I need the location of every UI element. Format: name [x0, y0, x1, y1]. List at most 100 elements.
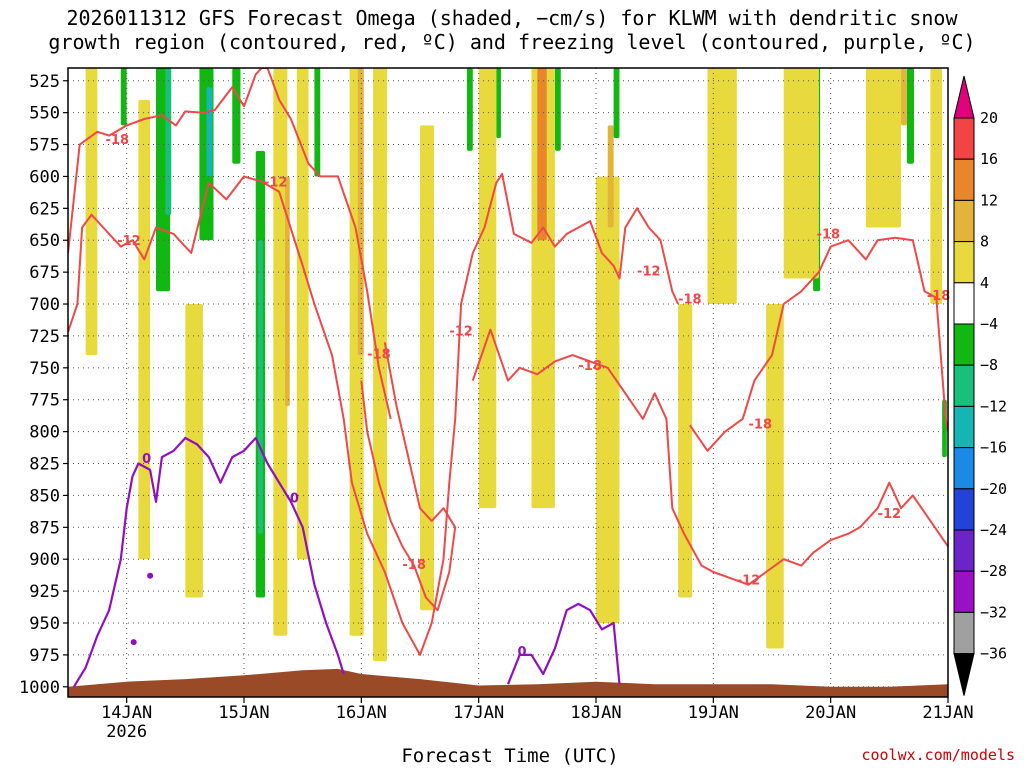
x-tick-label-19JAN: 19JAN [688, 703, 739, 723]
purple-contours [72, 436, 621, 688]
colorbar-swatch [953, 611, 975, 655]
dgz-mid-contour [68, 172, 680, 656]
red-contour-label: -18 [678, 293, 702, 308]
colorbar-label: −4 [980, 315, 998, 333]
contour-labels: -18 -12 -12 -18 -12 -18 -12 -18 -18 -18 -18 -12 -18 -… [106, 133, 951, 660]
yellow-band-5 [296, 68, 309, 560]
yellow-band-12 [678, 304, 693, 598]
colorbar-label: 12 [980, 191, 998, 209]
yellow-band-3 [185, 304, 203, 598]
colorbar-swatch [953, 241, 975, 284]
omega-shading [85, 68, 947, 662]
green-band-12 [906, 68, 914, 164]
y-tick-label-875: 875 [29, 518, 60, 538]
y-tick-label-775: 775 [29, 391, 60, 411]
teal-band-3 [258, 240, 263, 534]
terrain-fill [68, 668, 948, 697]
colorbar-label: −16 [980, 439, 1007, 457]
red-contour-label: -12 [878, 507, 902, 522]
y-tick-label-925: 925 [29, 582, 60, 602]
red-contour-label: -18 [367, 348, 391, 363]
orange-band-5 [901, 68, 907, 126]
x-tick-label-20JAN: 20JAN [805, 703, 856, 723]
y-tick-label-700: 700 [29, 295, 60, 315]
credit-text: coolwx.com/models [861, 746, 1015, 764]
x-tick-label-18JAN: 18JAN [570, 703, 621, 723]
red-contours [68, 68, 948, 656]
colorbar-label: 4 [980, 274, 989, 292]
x-tick-label-15JAN: 15JAN [218, 703, 269, 723]
green-band-1 [120, 68, 127, 126]
dgz-lower-loop-contour [360, 342, 457, 612]
orange-band-2 [357, 68, 364, 356]
colorbar-swatch [953, 158, 975, 201]
x-axis-title: Forecast Time (UTC) [401, 745, 619, 767]
x-tick-label-16JAN: 16JAN [336, 703, 387, 723]
orange-band-4 [607, 125, 614, 228]
dgz-right-contour [471, 328, 948, 586]
red-contour-label: -18 [578, 359, 602, 374]
y-tick-label-550: 550 [29, 104, 60, 124]
dgz-far-right-contour [689, 236, 948, 452]
colorbar: 20 16 12 8 4 −4 −8 −12 −16 −20 −24 −28 −32 −36 [953, 75, 1007, 696]
y-tick-label-825: 825 [29, 455, 60, 475]
y-tick-label-675: 675 [29, 263, 60, 283]
colorbar-label: 8 [980, 233, 989, 251]
yellow-band-9 [478, 68, 497, 509]
yellow-band-2 [138, 99, 151, 560]
y-tick-label-725: 725 [29, 327, 60, 347]
colorbar-top-triangle [953, 75, 975, 119]
chart-title-line-1: 2026011312 GFS Forecast Omega (shaded, −… [66, 6, 958, 30]
red-contour-label: -18 [749, 418, 773, 433]
y-tick-label-650: 650 [29, 231, 60, 251]
red-contour-label: -18 [817, 228, 841, 243]
yellow-band-11 [596, 176, 620, 623]
terrain-layer [68, 668, 948, 697]
x-axis: 14JAN 15JAN 16JAN 17JAN 18JAN 19JAN 20JAN 21JAN… [101, 697, 974, 742]
y-tick-label-625: 625 [29, 199, 60, 219]
colorbar-swatch [953, 405, 975, 449]
terrain-base [68, 690, 948, 697]
y-tick-label-750: 750 [29, 359, 60, 379]
colorbar-bottom-triangle [953, 653, 975, 696]
freezing-level-left [72, 436, 345, 688]
y-tick-label-600: 600 [29, 167, 60, 187]
y-axis: 525 550 575 600 625 650 675 700 725 750 775 800 825 8… [19, 72, 68, 698]
y-tick-label-900: 900 [29, 550, 60, 570]
colorbar-swatch [953, 529, 975, 572]
chart-title-line-2: growth region (contoured, red, ºC) and f… [48, 30, 976, 54]
yellow-band-4 [273, 68, 288, 636]
colorbar-swatch [953, 447, 975, 490]
yellow-band-7 [373, 68, 388, 662]
freezing-level-right [506, 602, 621, 685]
y-tick-label-1000: 1000 [19, 678, 60, 698]
purple-contour-label: 0 [518, 645, 527, 660]
yellow-band-17 [930, 68, 943, 305]
x-tick-label-17JAN: 17JAN [453, 703, 504, 723]
red-contour-label: -12 [737, 573, 761, 588]
freezing-level-dot-1 [147, 572, 154, 579]
colorbar-label: −20 [980, 480, 1007, 498]
yellow-band-1 [85, 68, 98, 356]
yellow-band-15 [783, 68, 819, 279]
yellow-band-16 [865, 68, 902, 228]
freezing-level-dot-2 [130, 639, 137, 646]
colorbar-swatch [953, 570, 975, 613]
green-band-4 [232, 68, 241, 164]
colorbar-swatch [953, 364, 975, 407]
green-band-9 [554, 68, 561, 151]
y-tick-label-975: 975 [29, 646, 60, 666]
x-tick-label-21JAN: 21JAN [922, 703, 973, 723]
teal-band-1 [165, 68, 172, 215]
x-tick-label-14JAN: 14JAN [101, 703, 152, 723]
colorbar-label: −28 [980, 562, 1007, 580]
chart-title: 2026011312 GFS Forecast Omega (shaded, −… [0, 6, 1024, 54]
purple-contour-label: 0 [290, 492, 299, 507]
colorbar-label: −32 [980, 603, 1007, 621]
colorbar-label: −8 [980, 356, 998, 374]
dgz-upper-contour [68, 68, 392, 420]
colorbar-swatch [953, 282, 975, 325]
colorbar-label: 16 [980, 150, 998, 168]
plot-frame [67, 67, 949, 698]
